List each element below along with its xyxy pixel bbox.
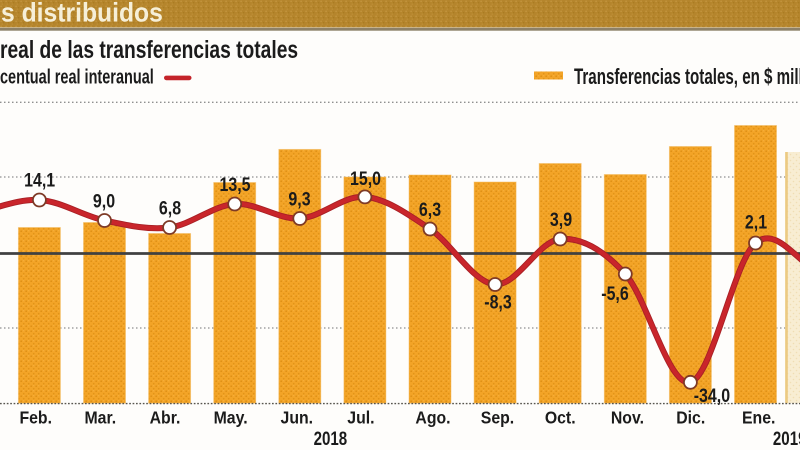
svg-text:15,0: 15,0 — [350, 167, 381, 189]
svg-text:real de las transferencias tot: real de las transferencias totales — [0, 36, 298, 64]
svg-text:Nov.: Nov. — [611, 407, 644, 427]
svg-text:Jun.: Jun. — [281, 407, 314, 427]
svg-text:9,3: 9,3 — [288, 188, 310, 210]
svg-text:Transferencias totales, en $ m: Transferencias totales, en $ millones — [574, 65, 800, 89]
svg-text:13,5: 13,5 — [219, 174, 250, 196]
svg-text:Oct.: Oct. — [545, 407, 576, 427]
svg-text:Mar.: Mar. — [84, 407, 116, 427]
svg-text:Jul.: Jul. — [347, 407, 374, 427]
svg-text:centual real interanual: centual real interanual — [0, 65, 154, 88]
svg-text:s distribuidos: s distribuidos — [1, 0, 163, 28]
svg-text:6,8: 6,8 — [159, 197, 181, 219]
svg-text:Sep.: Sep. — [481, 407, 514, 427]
svg-text:3,9: 3,9 — [550, 209, 572, 231]
svg-text:-8,3: -8,3 — [484, 291, 512, 313]
svg-text:2018: 2018 — [314, 427, 348, 449]
svg-text:-5,6: -5,6 — [601, 283, 629, 305]
svg-text:Dic.: Dic. — [676, 407, 705, 427]
svg-text:9,0: 9,0 — [93, 190, 115, 212]
svg-text:May.: May. — [214, 407, 248, 427]
svg-text:Ene.: Ene. — [742, 407, 775, 427]
svg-text:2,1: 2,1 — [745, 211, 767, 233]
svg-text:6,3: 6,3 — [419, 199, 441, 221]
svg-text:14,1: 14,1 — [24, 169, 55, 191]
svg-text:2019: 2019 — [773, 427, 800, 449]
svg-text:Abr.: Abr. — [150, 407, 181, 427]
svg-text:-34,0: -34,0 — [694, 385, 731, 407]
svg-text:Ago.: Ago. — [415, 407, 450, 427]
svg-text:Feb.: Feb. — [19, 407, 52, 427]
